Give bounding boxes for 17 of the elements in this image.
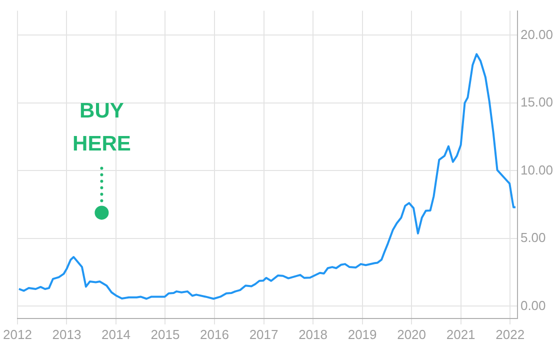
x-tick-label: 2017 — [249, 326, 278, 342]
y-tick-label: 0.00 — [520, 298, 546, 313]
x-tick-label: 2013 — [52, 326, 82, 342]
x-tick-label: 2021 — [446, 326, 476, 342]
x-tick-label: 2022 — [496, 326, 525, 342]
x-tick-label: 2020 — [397, 326, 426, 342]
x-tick-label: 2016 — [200, 326, 229, 342]
y-tick-label: 10.00 — [520, 162, 554, 178]
y-tick-label: 15.00 — [520, 94, 554, 110]
annotation: BUY HERE — [72, 100, 131, 156]
x-tick-label: 2014 — [102, 326, 130, 342]
x-tick-label: 2012 — [3, 326, 32, 342]
x-tick-label: 2018 — [298, 326, 328, 342]
x-tick-label: 2015 — [150, 326, 180, 342]
x-tick-label: 2019 — [348, 326, 377, 342]
y-tick-label: 5.00 — [520, 230, 546, 246]
y-tick-label: 20.00 — [520, 26, 554, 42]
